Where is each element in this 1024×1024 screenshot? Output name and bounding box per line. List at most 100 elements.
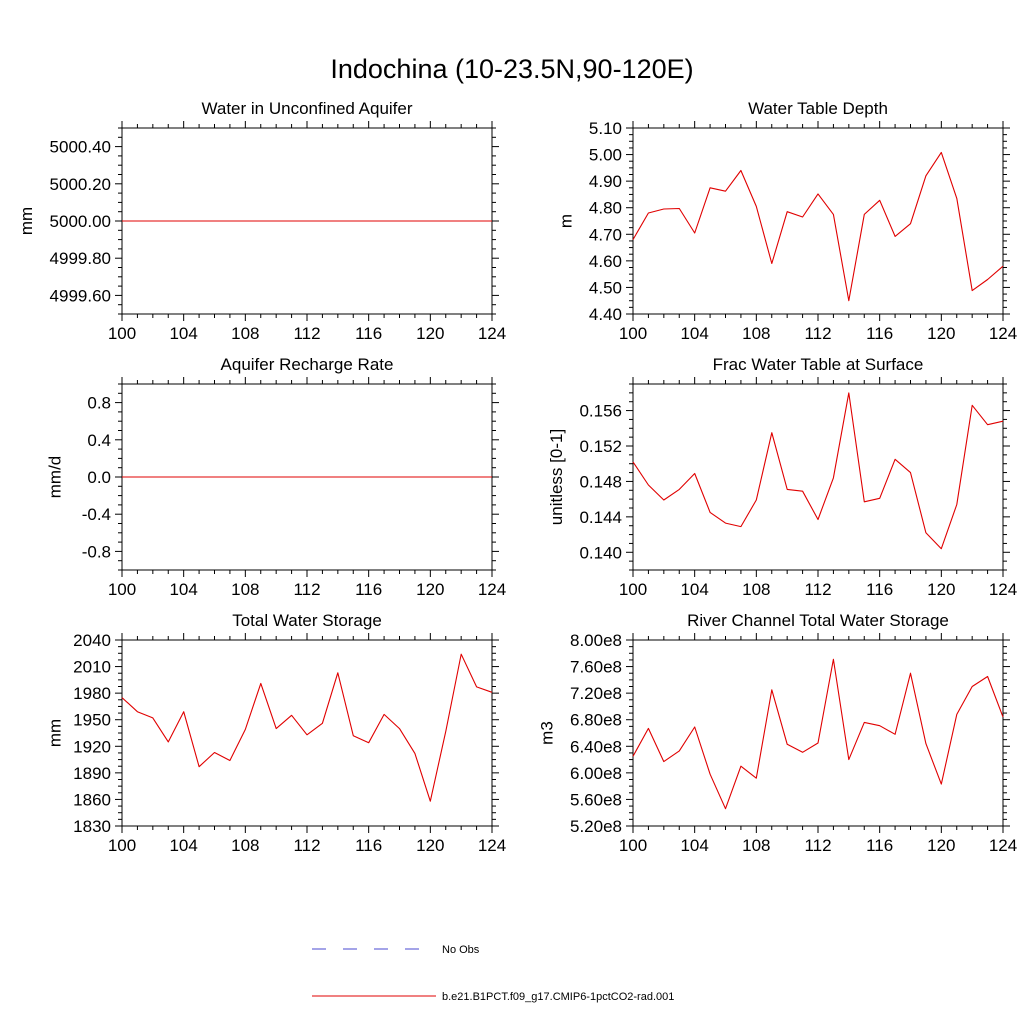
x-tick-label: 116 [355, 324, 382, 343]
panel-total-water-storage: Total Water Storage 100 104 108 112 116 120 124… [46, 611, 507, 855]
panels: Water in Unconfined Aquifer 100 104 108 112 1… [17, 99, 1017, 855]
x-tick-label: 100 [619, 836, 647, 855]
y-tick-label: 4.60 [589, 252, 622, 271]
x-tick-label: 100 [619, 324, 647, 343]
y-tick-label: 4999.80 [50, 249, 111, 268]
y-tick-label: 4999.60 [50, 286, 111, 305]
x-tick-label: 112 [293, 836, 320, 855]
plot-frame [632, 639, 1004, 827]
x-tick-label: 116 [866, 324, 893, 343]
x-tick-label: 108 [231, 836, 259, 855]
x-tick-label: 112 [293, 580, 320, 599]
y-tick-label: 8.00e8 [570, 631, 622, 650]
y-tick-label: 6.80e8 [570, 711, 622, 730]
legend-item-no-obs: No Obs [312, 944, 480, 956]
panel-water-table-depth: Water Table Depth 100 104 108 112 116 120 124 4.… [557, 99, 1018, 343]
y-tick-label: 5.10 [589, 119, 622, 138]
y-axis-label: unitless [0-1] [547, 429, 566, 525]
y-tick-label: 1830 [73, 817, 111, 836]
y-tick-label: -0.4 [82, 505, 111, 524]
y-tick-label: 7.60e8 [570, 658, 622, 677]
x-tick-label: 104 [680, 836, 708, 855]
y-tick-label: 1980 [73, 684, 111, 703]
y-axis-label: m [557, 214, 576, 228]
x-tick-label: 108 [742, 836, 770, 855]
y-axis-label: mm/d [46, 456, 65, 499]
y-tick-label: 4.90 [589, 172, 622, 191]
y-tick-label: 2040 [73, 631, 111, 650]
legend-item-model-run: b.e21.B1PCT.f09_g17.CMIP6-1pctCO2-rad.00… [312, 991, 674, 1003]
x-tick-label: 124 [478, 324, 506, 343]
y-tick-label: 5000.20 [50, 175, 111, 194]
panel-title: Total Water Storage [232, 611, 382, 630]
x-tick-label: 108 [231, 324, 259, 343]
x-tick-label: 104 [169, 324, 197, 343]
y-tick-label: 4.40 [589, 305, 622, 324]
panel-title: Water in Unconfined Aquifer [201, 99, 412, 118]
x-tick-label: 100 [108, 580, 136, 599]
plot-frame [121, 639, 493, 827]
x-tick-label: 116 [866, 580, 893, 599]
x-tick-label: 120 [416, 580, 444, 599]
x-tick-label: 124 [989, 836, 1017, 855]
x-tick-label: 120 [416, 836, 444, 855]
legend-label-model-run: b.e21.B1PCT.f09_g17.CMIP6-1pctCO2-rad.00… [442, 991, 674, 1003]
panel-frac-water-table-at-surface: Frac Water Table at Surface 100 104 108 112 1… [547, 355, 1017, 599]
series-line-0 [632, 392, 1004, 550]
y-axis-label: mm [46, 719, 65, 747]
figure-title: Indochina (10-23.5N,90-120E) [330, 54, 693, 84]
x-tick-label: 112 [293, 324, 320, 343]
x-tick-label: 100 [619, 580, 647, 599]
y-tick-label: 0.4 [87, 431, 111, 450]
y-tick-label: 5.60e8 [570, 790, 622, 809]
x-tick-label: 116 [355, 836, 382, 855]
x-tick-label: 124 [989, 324, 1017, 343]
y-axis-label: mm [17, 207, 36, 235]
x-tick-label: 104 [169, 836, 197, 855]
x-tick-label: 120 [927, 324, 955, 343]
x-tick-label: 108 [742, 324, 770, 343]
panel-title: Aquifer Recharge Rate [221, 355, 394, 374]
y-tick-label: 5000.00 [50, 212, 111, 231]
y-tick-label: 5.00 [589, 146, 622, 165]
y-tick-label: 4.50 [589, 278, 622, 297]
y-tick-label: -0.8 [82, 542, 111, 561]
plot-frame [632, 383, 1004, 571]
y-tick-label: 1950 [73, 711, 111, 730]
x-tick-label: 112 [804, 836, 831, 855]
x-tick-label: 112 [804, 580, 831, 599]
series-line-0 [632, 658, 1004, 810]
plot-frame [632, 127, 1004, 315]
x-tick-label: 100 [108, 836, 136, 855]
y-tick-label: 6.00e8 [570, 764, 622, 783]
panel-title: River Channel Total Water Storage [687, 611, 949, 630]
y-tick-label: 7.20e8 [570, 684, 622, 703]
panel-title: Water Table Depth [748, 99, 888, 118]
y-tick-label: 5000.40 [50, 138, 111, 157]
x-tick-label: 104 [680, 324, 708, 343]
series-line-0 [121, 653, 493, 802]
x-tick-label: 116 [355, 580, 382, 599]
x-tick-label: 108 [742, 580, 770, 599]
x-tick-label: 112 [804, 324, 831, 343]
x-tick-label: 124 [478, 580, 506, 599]
x-tick-label: 120 [416, 324, 444, 343]
y-tick-label: 0.140 [579, 543, 622, 562]
y-tick-label: 1860 [73, 790, 111, 809]
legend: No Obs b.e21.B1PCT.f09_g17.CMIP6-1pctCO2… [312, 944, 674, 1003]
legend-label-no-obs: No Obs [442, 944, 480, 956]
panel-title: Frac Water Table at Surface [713, 355, 924, 374]
panel-river-channel-total-water-storage: River Channel Total Water Storage 100 104 1… [537, 611, 1017, 855]
x-tick-label: 100 [108, 324, 136, 343]
x-tick-label: 104 [680, 580, 708, 599]
x-tick-label: 120 [927, 580, 955, 599]
y-tick-label: 0.152 [579, 437, 622, 456]
y-tick-label: 0.144 [579, 508, 622, 527]
x-tick-label: 116 [866, 836, 893, 855]
y-tick-label: 0.148 [579, 472, 622, 491]
y-tick-label: 6.40e8 [570, 737, 622, 756]
y-tick-label: 4.70 [589, 225, 622, 244]
x-tick-label: 120 [927, 836, 955, 855]
panel-aquifer-recharge-rate: Aquifer Recharge Rate 100 104 108 112 116 120 1… [46, 355, 507, 599]
